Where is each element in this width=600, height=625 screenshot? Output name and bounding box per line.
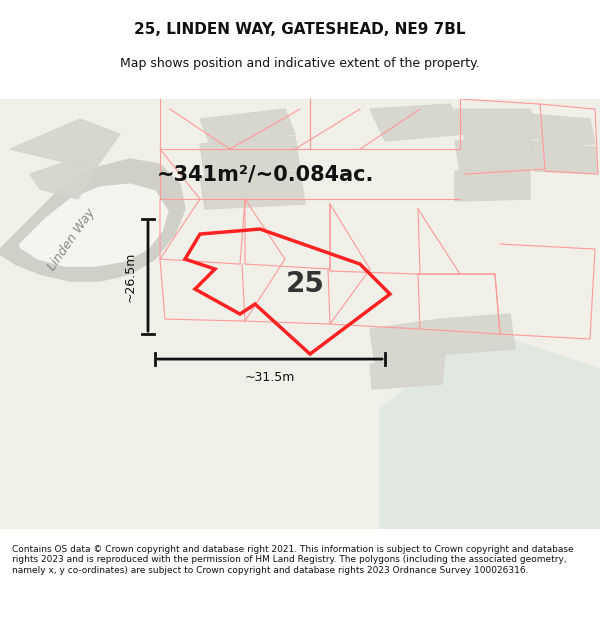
Text: Linden Way: Linden Way — [46, 206, 98, 272]
Polygon shape — [200, 171, 305, 209]
Text: ~341m²/~0.084ac.: ~341m²/~0.084ac. — [157, 164, 374, 184]
Text: ~31.5m: ~31.5m — [245, 371, 295, 384]
Text: ~26.5m: ~26.5m — [124, 251, 137, 302]
Polygon shape — [530, 141, 598, 174]
Polygon shape — [10, 119, 120, 169]
Polygon shape — [370, 319, 445, 364]
Text: 25: 25 — [286, 270, 325, 298]
Polygon shape — [440, 314, 515, 354]
Polygon shape — [30, 159, 95, 199]
Polygon shape — [370, 104, 465, 141]
Polygon shape — [455, 169, 530, 201]
Polygon shape — [200, 136, 300, 177]
Text: Map shows position and indicative extent of the property.: Map shows position and indicative extent… — [120, 57, 480, 70]
Polygon shape — [0, 159, 185, 281]
Polygon shape — [455, 139, 535, 171]
Polygon shape — [370, 354, 445, 389]
Polygon shape — [20, 184, 168, 266]
Polygon shape — [200, 109, 295, 144]
Polygon shape — [530, 114, 595, 144]
Text: Contains OS data © Crown copyright and database right 2021. This information is : Contains OS data © Crown copyright and d… — [12, 545, 574, 574]
Polygon shape — [455, 109, 540, 139]
Polygon shape — [380, 329, 600, 529]
Text: 25, LINDEN WAY, GATESHEAD, NE9 7BL: 25, LINDEN WAY, GATESHEAD, NE9 7BL — [134, 22, 466, 37]
